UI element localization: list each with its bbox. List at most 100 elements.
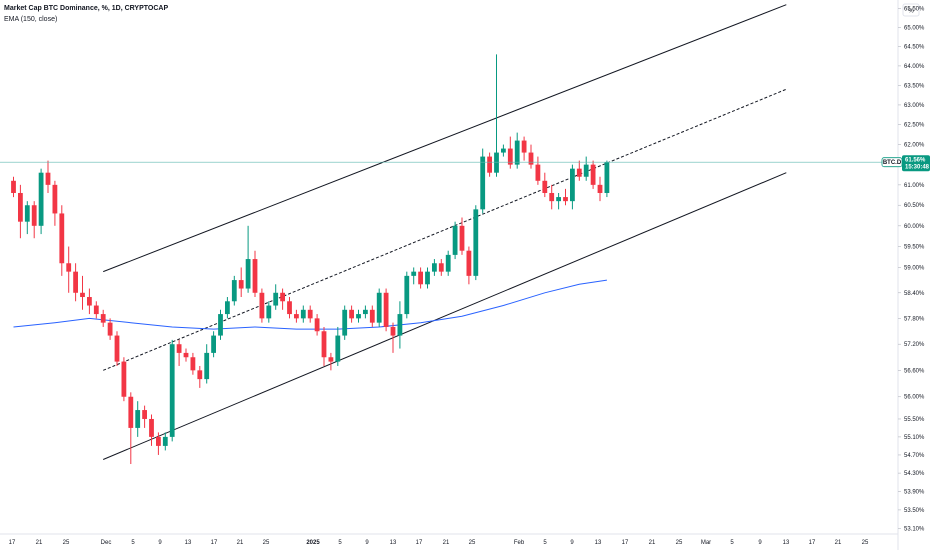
price-badge <box>902 155 930 172</box>
candle <box>204 344 210 384</box>
x-tick-label: 5 <box>131 540 135 546</box>
candle-body <box>556 197 561 202</box>
candle <box>363 305 368 319</box>
candles <box>11 54 610 465</box>
candle-body <box>197 370 203 380</box>
x-tick-label: 21 <box>36 540 43 546</box>
candle-body <box>307 309 313 319</box>
candle-body <box>100 314 106 323</box>
y-tick-label: 61.00% <box>904 183 925 189</box>
candle-body <box>169 344 175 437</box>
candle-body <box>438 263 444 272</box>
candle <box>466 246 472 285</box>
candle-body <box>24 205 30 222</box>
chart-title: Market Cap BTC Dominance, %, 1D, CRYPTOC… <box>4 5 169 12</box>
x-tick-label: 9 <box>758 540 762 546</box>
candle-body <box>176 344 182 353</box>
candle-body <box>549 192 555 202</box>
candle <box>80 275 85 310</box>
x-tick-label: 9 <box>365 540 369 546</box>
candle-body <box>52 184 58 214</box>
candle <box>349 305 354 323</box>
candle-body <box>501 148 506 153</box>
candle-body <box>363 309 368 315</box>
candle <box>507 136 513 169</box>
x-tick-label: 21 <box>443 540 450 546</box>
candle <box>273 284 279 310</box>
candle-body <box>45 172 51 185</box>
candle-body <box>66 263 72 272</box>
x-tick-label: 9 <box>570 540 574 546</box>
time-axis[interactable]: 17 21 25 Dec 5 9 13 17 21 25 2025 5 9 13 17 21 25 Feb 5 9 13… <box>9 540 869 546</box>
candle-body <box>80 292 85 298</box>
channel-upper-line[interactable] <box>103 4 787 273</box>
x-tick-label: 17 <box>416 540 423 546</box>
x-tick-label: 17 <box>622 540 629 546</box>
candle <box>314 314 320 336</box>
candle-body <box>335 335 341 362</box>
x-tick-label: 17 <box>9 540 16 546</box>
x-tick-label: 13 <box>185 540 192 546</box>
candle-body <box>266 305 272 319</box>
candle-body <box>473 209 479 276</box>
candle <box>38 168 44 235</box>
candle-body <box>162 436 168 446</box>
candle <box>218 309 223 340</box>
candle <box>418 267 423 289</box>
x-tick-label: 2025 <box>306 540 320 546</box>
candle-body <box>252 259 258 293</box>
candle <box>149 414 154 446</box>
y-tick-label: 60.00% <box>904 224 925 230</box>
candle-body <box>107 322 113 336</box>
candle <box>107 318 113 340</box>
candle <box>280 288 285 310</box>
candle-body <box>459 225 465 251</box>
candle-body <box>11 180 16 193</box>
x-tick-label: 21 <box>237 540 244 546</box>
candle <box>245 225 251 293</box>
candle <box>390 322 396 353</box>
candle-body <box>369 309 375 323</box>
candle-body <box>404 275 410 315</box>
candle-body <box>238 280 244 289</box>
candle <box>238 267 244 298</box>
percent-unit-button[interactable]: % <box>902 3 920 17</box>
parallel-channel[interactable] <box>103 4 787 460</box>
candle <box>183 348 189 362</box>
candle <box>452 221 458 260</box>
x-tick-label: 25 <box>676 540 683 546</box>
candle <box>190 352 196 375</box>
candle <box>142 405 147 428</box>
candle <box>383 288 389 332</box>
candle <box>425 267 430 289</box>
y-tick-label: 53.10% <box>904 527 925 533</box>
candle-body <box>73 271 78 293</box>
candle <box>597 176 603 202</box>
candle <box>528 144 534 169</box>
y-tick-label: 56.60% <box>904 368 925 374</box>
candle-body <box>570 168 575 202</box>
channel-median-line[interactable] <box>103 88 787 371</box>
candle-body <box>356 314 361 319</box>
y-tick-label: 54.70% <box>904 453 925 459</box>
candle <box>162 432 168 451</box>
candle-body <box>507 148 513 165</box>
candle <box>169 339 175 442</box>
candle <box>52 180 58 226</box>
channel-lower-line[interactable] <box>103 172 787 460</box>
candle-body <box>287 301 292 315</box>
candle <box>266 301 272 323</box>
y-tick-label: 59.00% <box>904 265 925 271</box>
price-axis[interactable]: 65.50% 65.00% 64.50% 64.00% 63.50% 63.00% 62.5… <box>898 7 925 533</box>
y-tick-label: 60.50% <box>904 203 925 209</box>
candle <box>128 392 134 465</box>
ema-indicator-label[interactable]: EMA (150, close) <box>4 16 58 23</box>
candle-body <box>411 271 417 276</box>
candle-body <box>583 164 589 177</box>
candle <box>473 205 479 281</box>
candle-body <box>576 168 582 177</box>
candle-body <box>149 418 154 437</box>
candle <box>480 148 486 214</box>
candle-body <box>218 314 223 336</box>
